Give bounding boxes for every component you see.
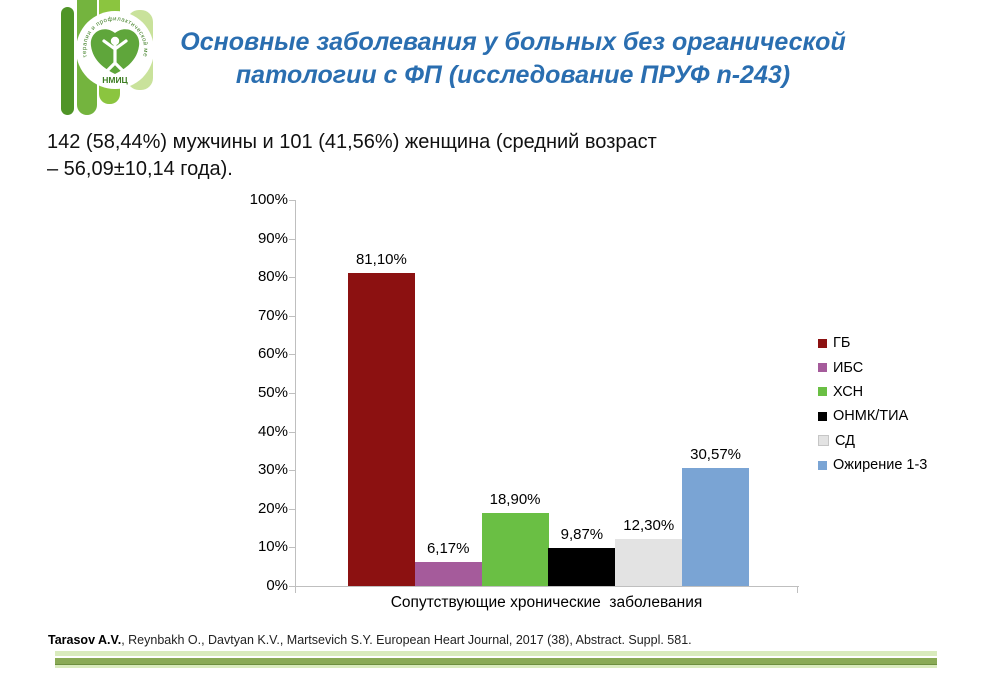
chart-bar — [348, 272, 416, 586]
y-axis-tick — [289, 354, 295, 356]
bar-value-label: 81,10% — [355, 250, 407, 268]
bar-value-label: 9,87% — [560, 525, 604, 543]
legend-swatch — [818, 460, 827, 470]
legend-item: СД — [818, 429, 983, 453]
plot-area — [295, 200, 799, 587]
chart-legend: ГБ ИБС ХСН ОНМК/ТИА СД Ожирение 1-3 — [818, 331, 983, 477]
chart-bar — [414, 562, 483, 586]
y-axis-tick-label: 80% — [257, 268, 288, 286]
bar-value-label: 6,17% — [426, 540, 470, 558]
x-axis-end-tick — [295, 587, 296, 593]
legend-item: ГБ — [818, 331, 983, 355]
logo-emblem: терапии и профилактической медицины НМИЦ — [76, 11, 154, 89]
cohort-description: 142 (58,44%) мужчины и 101 (41,56%) женщ… — [47, 129, 687, 183]
bar-value-label: 18,90% — [489, 491, 541, 509]
citation-authors-bold: Tarasov A.V. — [48, 633, 122, 647]
y-axis-tick — [289, 200, 295, 201]
y-axis-tick-label: 0% — [266, 577, 288, 594]
legend-label: ХСН — [833, 383, 864, 400]
y-axis-tick — [289, 238, 295, 240]
legend-label: СД — [835, 432, 855, 449]
legend-item: ИБС — [818, 355, 983, 379]
logo-center-label: НМИЦ — [102, 75, 128, 85]
legend-label: ИБС — [833, 359, 864, 376]
y-axis-tick-label: 60% — [257, 345, 288, 363]
chart-bar — [682, 467, 750, 586]
y-axis-tick-label: 100% — [249, 191, 288, 208]
x-axis-title: Сопутствующие хронические заболевания — [390, 594, 703, 611]
legend-label: ГБ — [833, 335, 851, 352]
y-axis-tick — [289, 470, 295, 472]
y-axis-tick-label: 70% — [257, 306, 288, 324]
citation: Tarasov A.V., Reynbakh O., Davtyan K.V.,… — [48, 633, 948, 647]
chart-bar — [548, 547, 616, 586]
x-axis-end-tick — [797, 587, 798, 593]
legend-swatch — [818, 411, 827, 421]
legend-swatch — [818, 363, 827, 373]
y-axis-tick — [289, 586, 295, 587]
y-axis-tick — [289, 547, 295, 549]
legend-item: ОНМК/ТИА — [818, 404, 983, 428]
chart-bar — [615, 538, 683, 586]
bar-value-label: 30,57% — [690, 445, 741, 463]
y-axis-tick-label: 10% — [257, 538, 288, 556]
legend-swatch — [818, 435, 829, 447]
logo-bar-dark-green — [61, 7, 74, 115]
bottom-stripe — [55, 651, 937, 668]
y-axis-tick-label: 40% — [257, 422, 288, 440]
citation-rest: , Reynbakh O., Davtyan K.V., Martsevich … — [121, 633, 692, 647]
y-axis-tick — [289, 315, 295, 317]
cohort-description-line1: 142 (58,44%) мужчины и 101 (41,56%) женщ… — [47, 131, 657, 153]
cohort-description-line2: – 56,09±10,14 года). — [47, 158, 233, 180]
y-axis-tick — [289, 431, 295, 433]
organization-logo: терапии и профилактической медицины НМИЦ — [0, 0, 180, 130]
slide-title-line2: патологии с ФП (исследование ПРУФ n-243) — [235, 61, 791, 89]
legend-item: ХСН — [818, 380, 983, 404]
y-axis-tick-label: 50% — [257, 384, 288, 401]
legend-swatch — [818, 338, 827, 348]
chart-bar — [481, 513, 549, 586]
legend-item: Ожирение 1-3 — [818, 453, 983, 477]
legend-swatch — [818, 387, 827, 397]
y-axis-tick — [289, 277, 295, 279]
legend-label: ОНМК/ТИА — [833, 408, 909, 425]
y-axis-tick-label: 30% — [257, 461, 288, 479]
slide-title-line1: Основные заболевания у больных без орган… — [180, 28, 846, 56]
legend-label: Ожирение 1-3 — [833, 457, 928, 474]
slide-title: Основные заболевания у больных без орган… — [163, 26, 863, 92]
bar-value-label: 12,30% — [623, 516, 675, 534]
y-axis-tick-label: 90% — [257, 229, 288, 247]
y-axis-tick — [289, 393, 295, 394]
y-axis-tick-label: 20% — [257, 499, 288, 517]
y-axis-tick — [289, 508, 295, 510]
